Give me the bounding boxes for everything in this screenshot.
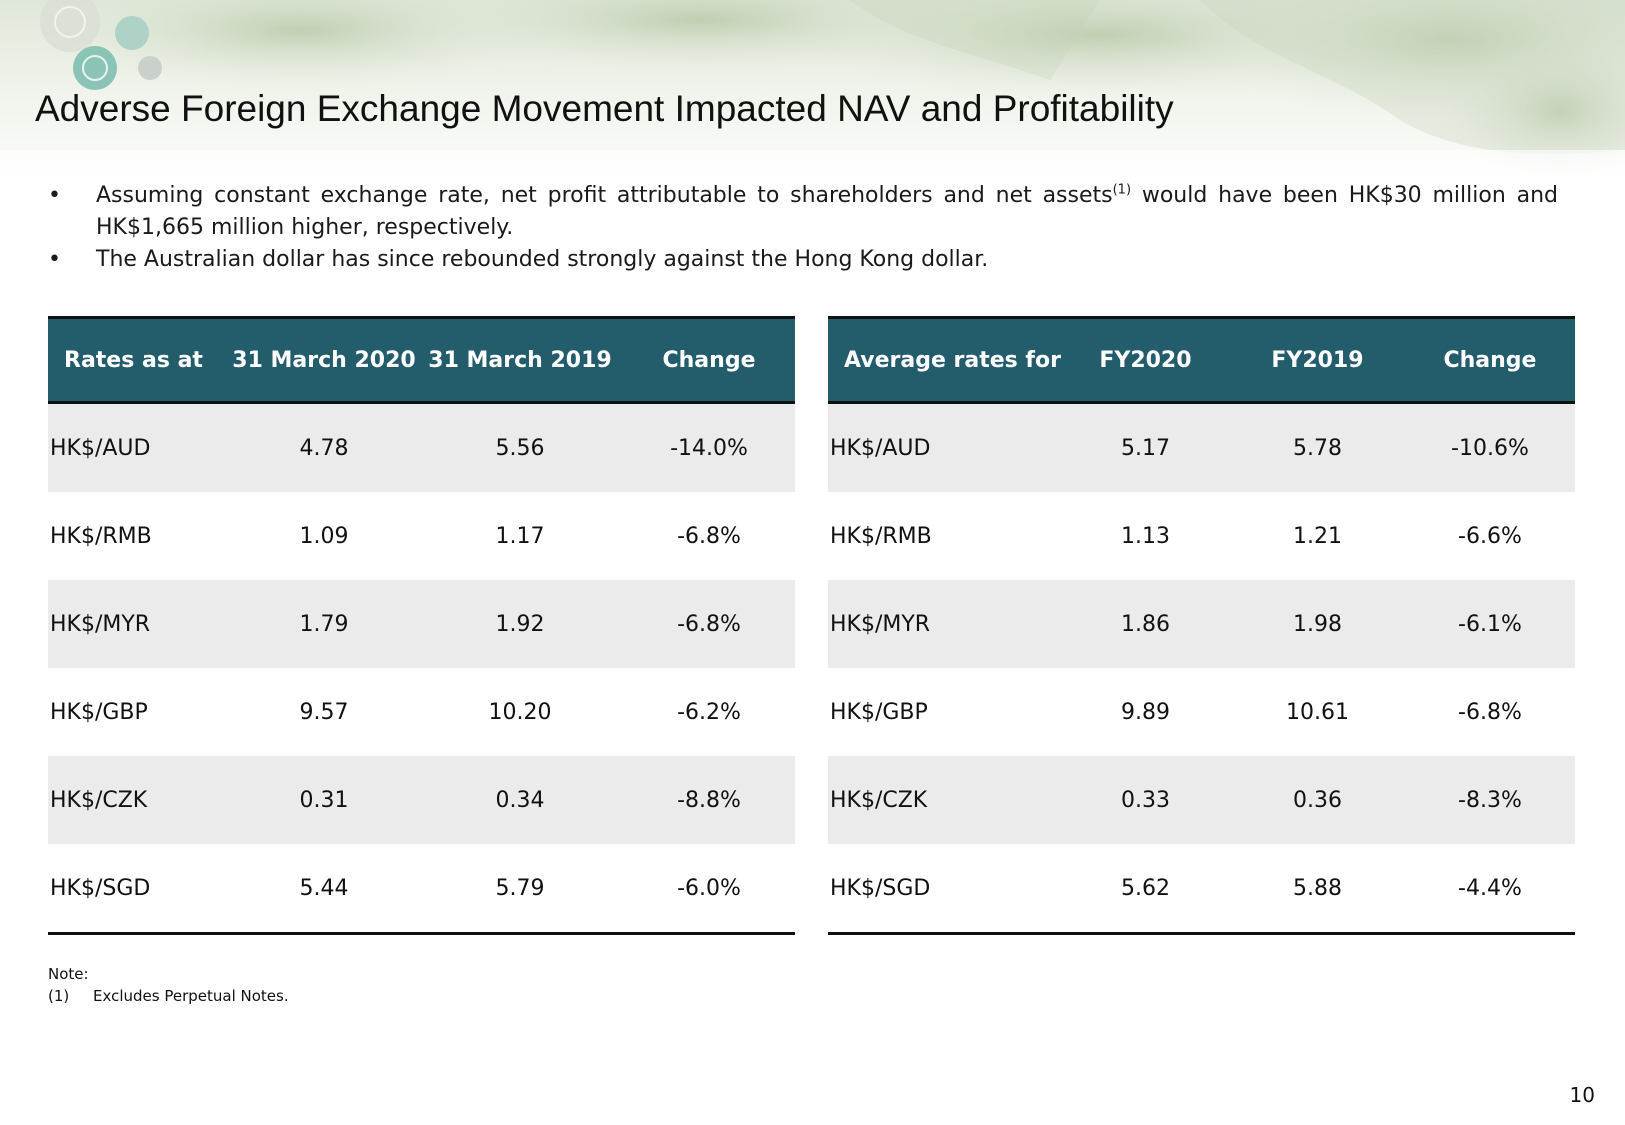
rate-value: 5.56	[495, 435, 545, 461]
bullet-text: The Australian dollar has since rebounde…	[96, 247, 989, 272]
table-row: HK$/AUD 5.17 5.78 -10.6%	[828, 402, 1575, 492]
column-header: FY2020	[1060, 316, 1230, 404]
closing-rates-table: Rates as at 31 March 2020 31 March 2019 …	[48, 316, 795, 935]
rate-value: 4.78	[299, 435, 349, 461]
currency-pair: HK$/MYR	[830, 611, 931, 637]
rate-value: 1.92	[495, 611, 545, 637]
change-value: -14.0%	[670, 435, 748, 461]
rate-value: 0.31	[299, 787, 349, 813]
change-value: -6.8%	[677, 523, 741, 549]
table-row: HK$/CZK 0.33 0.36 -8.3%	[828, 756, 1575, 844]
footnotes: Note: (1) Excludes Perpetual Notes.	[48, 963, 289, 1007]
column-header: 31 March 2019	[417, 316, 623, 404]
table-row: HK$/GBP 9.57 10.20 -6.2%	[48, 668, 795, 756]
rate-value: 5.88	[1229, 844, 1405, 935]
table-row: HK$/SGD 5.44 5.79 -6.0%	[48, 844, 795, 935]
rate-value: 5.78	[1292, 435, 1342, 461]
rate-value: 5.17	[1120, 435, 1170, 461]
bullet-text: Assuming constant exchange rate, net pro…	[96, 182, 1558, 240]
table-header-row: Average rates for FY2020 FY2019 Change	[828, 316, 1575, 404]
currency-pair: HK$/CZK	[50, 787, 148, 813]
table-row: HK$/RMB 1.09 1.17 -6.8%	[48, 492, 795, 580]
rate-value: 1.17	[495, 523, 545, 549]
rate-value: 1.09	[299, 523, 349, 549]
currency-pair: HK$/GBP	[830, 699, 928, 725]
rate-value: 10.61	[1285, 699, 1349, 725]
change-value: -6.8%	[1458, 699, 1522, 725]
column-header: Change	[623, 316, 795, 404]
bullet-list: • Assuming constant exchange rate, net p…	[48, 180, 1558, 276]
notes-heading: Note:	[48, 965, 89, 983]
rate-value: 10.20	[488, 699, 552, 725]
change-value: -8.3%	[1458, 787, 1522, 813]
change-value: -6.0%	[623, 844, 795, 935]
page-number: 10	[1569, 1083, 1595, 1107]
currency-pair: HK$/RMB	[50, 523, 152, 549]
table-header-row: Rates as at 31 March 2020 31 March 2019 …	[48, 316, 795, 404]
change-value: -8.8%	[677, 787, 741, 813]
column-header: 31 March 2020	[231, 316, 417, 404]
column-header: Average rates for	[828, 316, 1061, 404]
table-row: HK$/SGD 5.62 5.88 -4.4%	[828, 844, 1575, 935]
currency-pair: HK$/SGD	[828, 844, 1061, 935]
rate-value: 9.57	[299, 699, 349, 725]
bullet-item: • Assuming constant exchange rate, net p…	[48, 180, 1558, 244]
rate-value: 1.13	[1120, 523, 1170, 549]
bullet-icon: •	[48, 183, 61, 208]
currency-pair: HK$/GBP	[50, 699, 148, 725]
change-value: -4.4%	[1404, 844, 1575, 935]
change-value: -10.6%	[1451, 435, 1529, 461]
change-value: -6.2%	[677, 699, 741, 725]
table-row: HK$/MYR 1.86 1.98 -6.1%	[828, 580, 1575, 668]
currency-pair: HK$/AUD	[50, 435, 151, 461]
rate-value: 1.79	[299, 611, 349, 637]
table-row: HK$/CZK 0.31 0.34 -8.8%	[48, 756, 795, 844]
rate-value: 5.62	[1060, 844, 1230, 935]
currency-pair: HK$/MYR	[50, 611, 151, 637]
rate-value: 5.79	[417, 844, 623, 935]
currency-pair: HK$/SGD	[48, 844, 231, 935]
change-value: -6.1%	[1458, 611, 1522, 637]
rate-value: 0.33	[1120, 787, 1170, 813]
change-value: -6.8%	[677, 611, 741, 637]
tree-canopy-background	[0, 0, 1625, 185]
rate-value: 1.86	[1120, 611, 1170, 637]
footnote-item: (1) Excludes Perpetual Notes.	[48, 985, 289, 1007]
footnote-text: Excludes Perpetual Notes.	[93, 987, 289, 1005]
bullet-icon: •	[48, 247, 61, 272]
rate-value: 1.21	[1292, 523, 1342, 549]
footnote-marker: (1)	[1112, 182, 1132, 198]
footnote-number: (1)	[48, 987, 70, 1005]
table-row: HK$/RMB 1.13 1.21 -6.6%	[828, 492, 1575, 580]
currency-pair: HK$/RMB	[830, 523, 932, 549]
page-title: Adverse Foreign Exchange Movement Impact…	[35, 88, 1174, 129]
currency-pair: HK$/AUD	[830, 435, 931, 461]
column-header: FY2019	[1229, 316, 1405, 404]
table-row: HK$/AUD 4.78 5.56 -14.0%	[48, 402, 795, 492]
column-header: Rates as at	[48, 316, 231, 404]
column-header: Change	[1404, 316, 1575, 404]
table-row: HK$/MYR 1.79 1.92 -6.8%	[48, 580, 795, 668]
circle-leaf-logo	[40, 0, 162, 90]
rate-value: 0.34	[495, 787, 545, 813]
change-value: -6.6%	[1458, 523, 1522, 549]
currency-pair: HK$/CZK	[830, 787, 928, 813]
rate-value: 9.89	[1120, 699, 1170, 725]
table-row: HK$/GBP 9.89 10.61 -6.8%	[828, 668, 1575, 756]
rate-value: 5.44	[231, 844, 417, 935]
rate-value: 0.36	[1292, 787, 1342, 813]
average-rates-table: Average rates for FY2020 FY2019 Change H…	[828, 316, 1575, 935]
bullet-item: • The Australian dollar has since reboun…	[48, 244, 1558, 276]
rate-value: 1.98	[1292, 611, 1342, 637]
